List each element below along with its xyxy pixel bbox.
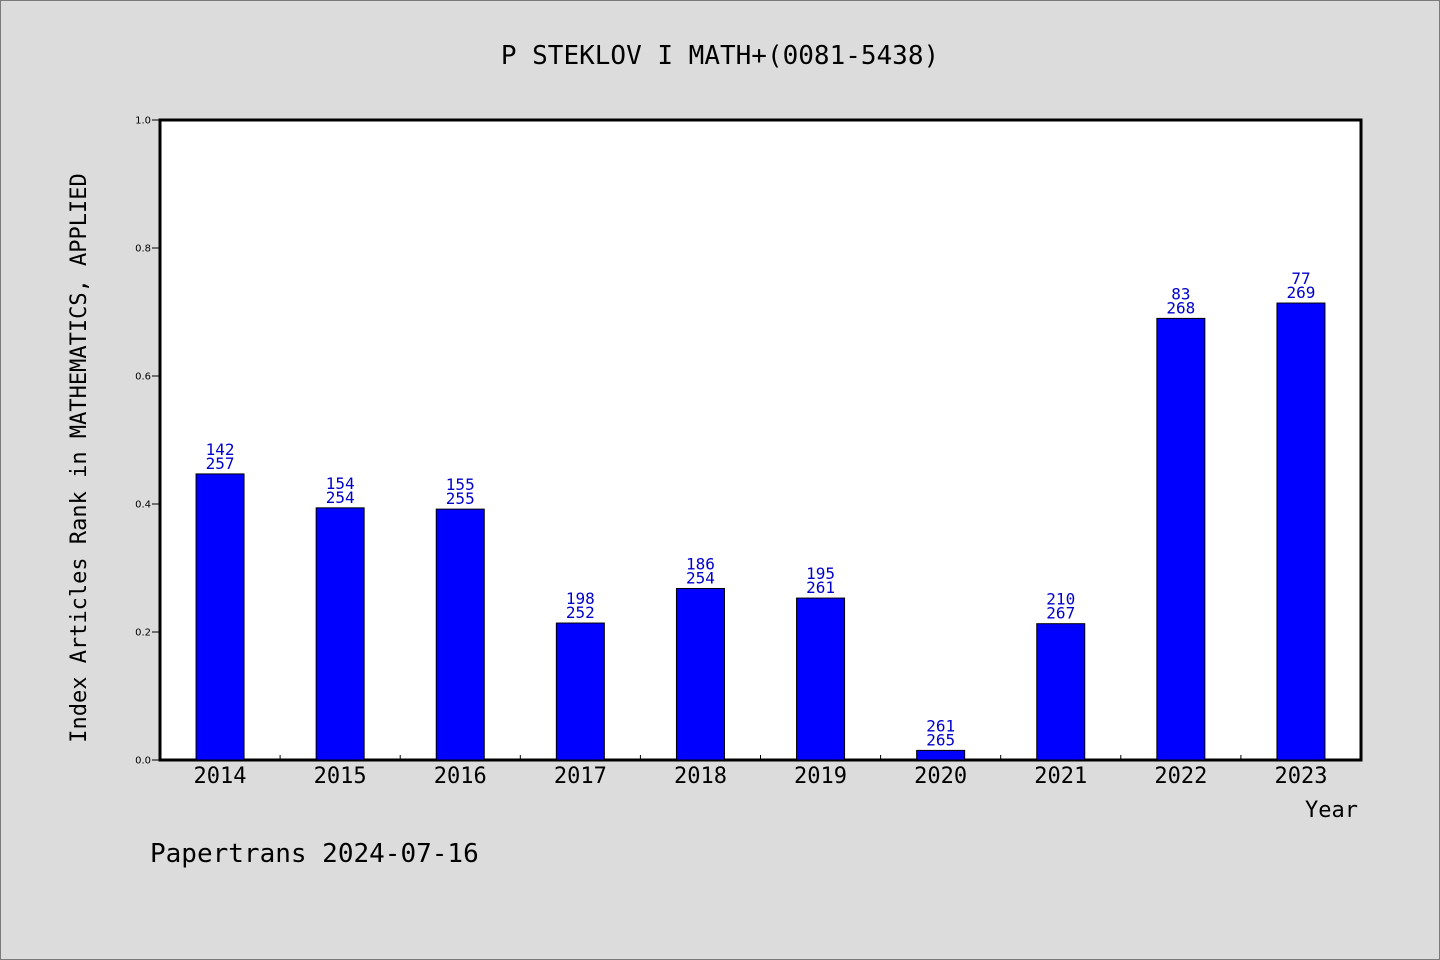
x-tick-label: 2019 — [794, 764, 847, 789]
footer-credit: Papertrans 2024-07-16 — [150, 839, 479, 869]
bar-2017 — [555, 622, 605, 761]
bar-2018 — [675, 587, 725, 761]
bar-total-label: 257 — [206, 454, 235, 473]
bar-rank-label: 155 — [446, 475, 475, 494]
bar-2019 — [796, 597, 846, 761]
bar-2022 — [1156, 317, 1206, 761]
bar-rank-label: 210 — [1046, 590, 1075, 609]
bar-rank-label: 142 — [206, 440, 235, 459]
bar-2023 — [1276, 302, 1326, 761]
bar-2016 — [435, 508, 485, 761]
x-tick-label: 2015 — [314, 764, 367, 789]
bar-rank-label: 261 — [926, 716, 955, 735]
chart-title: P STEKLOV I MATH+(0081-5438) — [501, 41, 939, 71]
bar-rank-label: 154 — [326, 474, 355, 493]
bar-total-label: 267 — [1046, 604, 1075, 623]
y-tick-label: 0.8 — [135, 244, 151, 255]
x-tick-label: 2018 — [674, 764, 727, 789]
bar-total-label: 252 — [566, 603, 595, 622]
x-axis-ticks: 2014 2015 2016 2017 2018 2019 2020 2021 2022 2023 — [194, 755, 1327, 789]
bar-2015 — [315, 507, 365, 761]
x-tick-label: 2022 — [1154, 764, 1207, 789]
y-tick-label: 0.0 — [135, 756, 151, 767]
y-tick-label: 0.6 — [135, 372, 151, 383]
bar-total-label: 254 — [686, 568, 715, 587]
bar-rank-label: 195 — [806, 564, 835, 583]
bar-rank-label: 198 — [566, 589, 595, 608]
x-tick-label: 2020 — [914, 764, 967, 789]
bar-total-label: 254 — [326, 488, 355, 507]
y-axis-label: Index Articles Rank in MATHEMATICS, APPL… — [67, 173, 92, 743]
x-tick-label: 2014 — [194, 764, 247, 789]
bar-2020 — [916, 749, 966, 761]
bar-total-label: 269 — [1286, 283, 1315, 302]
x-axis-label: Year — [1305, 798, 1358, 823]
bar-rank-label: 77 — [1291, 269, 1310, 288]
y-tick-label: 1.0 — [135, 116, 151, 127]
bars-group — [195, 302, 1326, 761]
x-tick-label: 2016 — [434, 764, 487, 789]
bar-total-label: 265 — [926, 730, 955, 749]
bar-total-label: 261 — [806, 578, 835, 597]
x-tick-label: 2017 — [554, 764, 607, 789]
bar-2021 — [1036, 623, 1086, 761]
bar-total-label: 268 — [1166, 298, 1195, 317]
bar-total-label: 255 — [446, 489, 475, 508]
bar-rank-label: 83 — [1171, 284, 1190, 303]
x-tick-label: 2023 — [1274, 764, 1327, 789]
y-tick-label: 0.4 — [135, 500, 151, 511]
bar-rank-label: 186 — [686, 554, 715, 573]
bar-2014 — [195, 473, 245, 761]
x-tick-label: 2021 — [1034, 764, 1087, 789]
y-axis-ticks: 0.0 0.2 0.4 0.6 0.8 1.0 — [135, 116, 160, 767]
y-tick-label: 0.2 — [135, 628, 151, 639]
